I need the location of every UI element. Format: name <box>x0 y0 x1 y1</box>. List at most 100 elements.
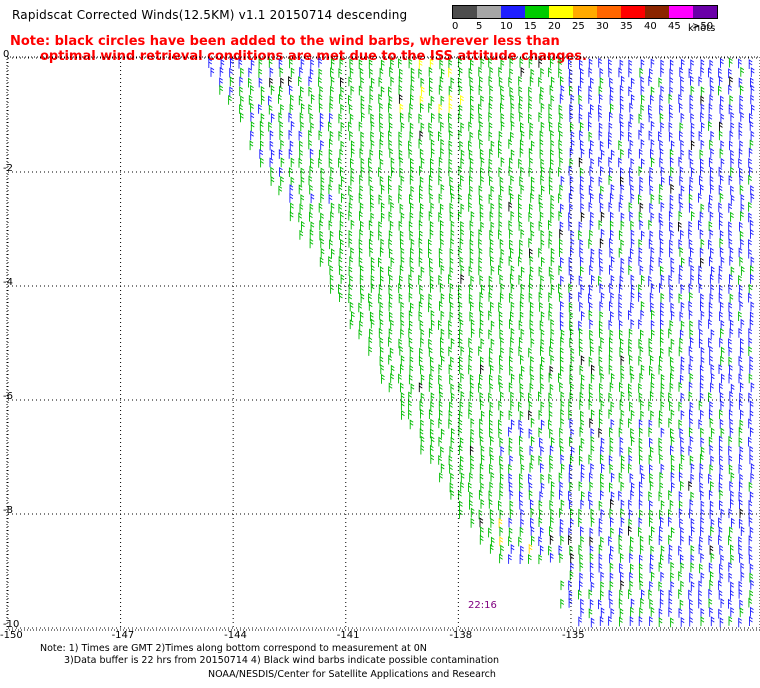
wind-barb <box>530 507 535 518</box>
wind-barb <box>559 427 563 438</box>
wind-barb <box>498 202 503 213</box>
wind-barb <box>560 463 565 474</box>
wind-barb <box>750 84 755 95</box>
legend-label: 20 <box>548 21 561 32</box>
wind-barb <box>719 238 724 248</box>
wind-barb <box>550 194 555 205</box>
wind-barb <box>639 372 644 383</box>
wind-barb <box>580 374 585 385</box>
wind-barb <box>468 149 473 160</box>
wind-barb <box>530 230 535 240</box>
wind-barb <box>478 382 482 393</box>
wind-barb <box>659 157 664 168</box>
wind-barb <box>590 176 594 186</box>
wind-barb <box>641 589 645 600</box>
wind-barb <box>738 129 743 140</box>
wind-barb <box>749 355 754 366</box>
wind-barb <box>380 131 384 142</box>
wind-barb <box>598 517 603 528</box>
wind-barb <box>208 58 213 68</box>
wind-barb <box>540 345 544 356</box>
wind-barb <box>608 175 613 185</box>
wind-barb <box>688 445 693 456</box>
wind-barb <box>609 237 613 248</box>
wind-barb <box>429 275 434 286</box>
wind-barb <box>620 239 625 250</box>
wind-barb <box>379 175 384 186</box>
wind-barb <box>649 391 654 401</box>
wind-barb <box>718 482 723 493</box>
wind-barb <box>748 248 752 259</box>
wind-barb <box>719 103 724 114</box>
wind-barb <box>470 327 475 338</box>
wind-barb <box>639 67 644 78</box>
wind-barb <box>749 572 754 583</box>
wind-barb <box>530 140 535 151</box>
wind-barb <box>690 122 695 133</box>
wind-barb <box>559 311 564 322</box>
wind-barb <box>570 347 575 358</box>
wind-barb <box>598 248 603 259</box>
wind-barb <box>590 445 595 455</box>
wind-barb <box>728 409 733 420</box>
wind-barb <box>490 202 495 213</box>
wind-barb <box>449 282 454 293</box>
wind-barb <box>459 355 463 366</box>
wind-barb <box>738 158 742 168</box>
wind-barb <box>649 509 653 520</box>
wind-barb <box>268 57 273 68</box>
wind-barb <box>698 130 703 141</box>
wind-barb <box>420 266 425 277</box>
wind-barb <box>360 166 365 177</box>
wind-barb <box>470 230 474 241</box>
wind-barb <box>468 140 472 151</box>
wind-barb <box>499 455 503 466</box>
wind-barb <box>490 536 495 547</box>
wind-barb <box>669 86 674 97</box>
wind-barb <box>680 616 685 627</box>
wind-barb <box>469 247 474 258</box>
wind-barb <box>308 129 312 140</box>
wind-barb <box>499 328 504 339</box>
wind-barb <box>600 581 605 591</box>
wind-barb <box>438 400 443 411</box>
wind-barb <box>570 139 575 150</box>
wind-barb <box>670 561 675 572</box>
wind-barb <box>640 309 645 320</box>
wind-barb <box>378 293 382 304</box>
wind-barb <box>468 354 473 365</box>
wind-barb <box>460 481 464 492</box>
wind-barb <box>330 166 335 177</box>
wind-barb <box>560 85 565 95</box>
wind-barb <box>738 122 743 132</box>
wind-barb <box>469 491 473 502</box>
wind-barb <box>690 246 694 257</box>
wind-barb <box>509 228 513 239</box>
wind-barb <box>499 482 504 493</box>
wind-barb <box>678 588 682 599</box>
wind-barb <box>488 329 493 340</box>
wind-barb <box>500 544 504 555</box>
wind-barb <box>358 121 363 132</box>
wind-barb <box>239 103 243 114</box>
wind-barb <box>459 318 464 329</box>
wind-barb <box>638 247 643 257</box>
wind-barb <box>688 68 693 78</box>
wind-barb <box>730 554 735 565</box>
wind-barb <box>708 392 712 402</box>
wind-barb <box>220 58 225 69</box>
wind-barb <box>628 256 633 267</box>
wind-barb <box>699 563 703 574</box>
wind-barb <box>598 122 603 133</box>
wind-barb <box>750 67 755 77</box>
wind-barb <box>509 273 514 284</box>
wind-barb <box>540 328 545 339</box>
wind-barb <box>309 165 314 176</box>
wind-barb <box>720 95 724 106</box>
wind-barb <box>728 561 733 572</box>
wind-barb <box>368 292 372 303</box>
wind-barb <box>499 526 504 537</box>
wind-barb <box>638 499 643 510</box>
wind-barb <box>729 427 734 437</box>
wind-barb <box>368 59 373 69</box>
